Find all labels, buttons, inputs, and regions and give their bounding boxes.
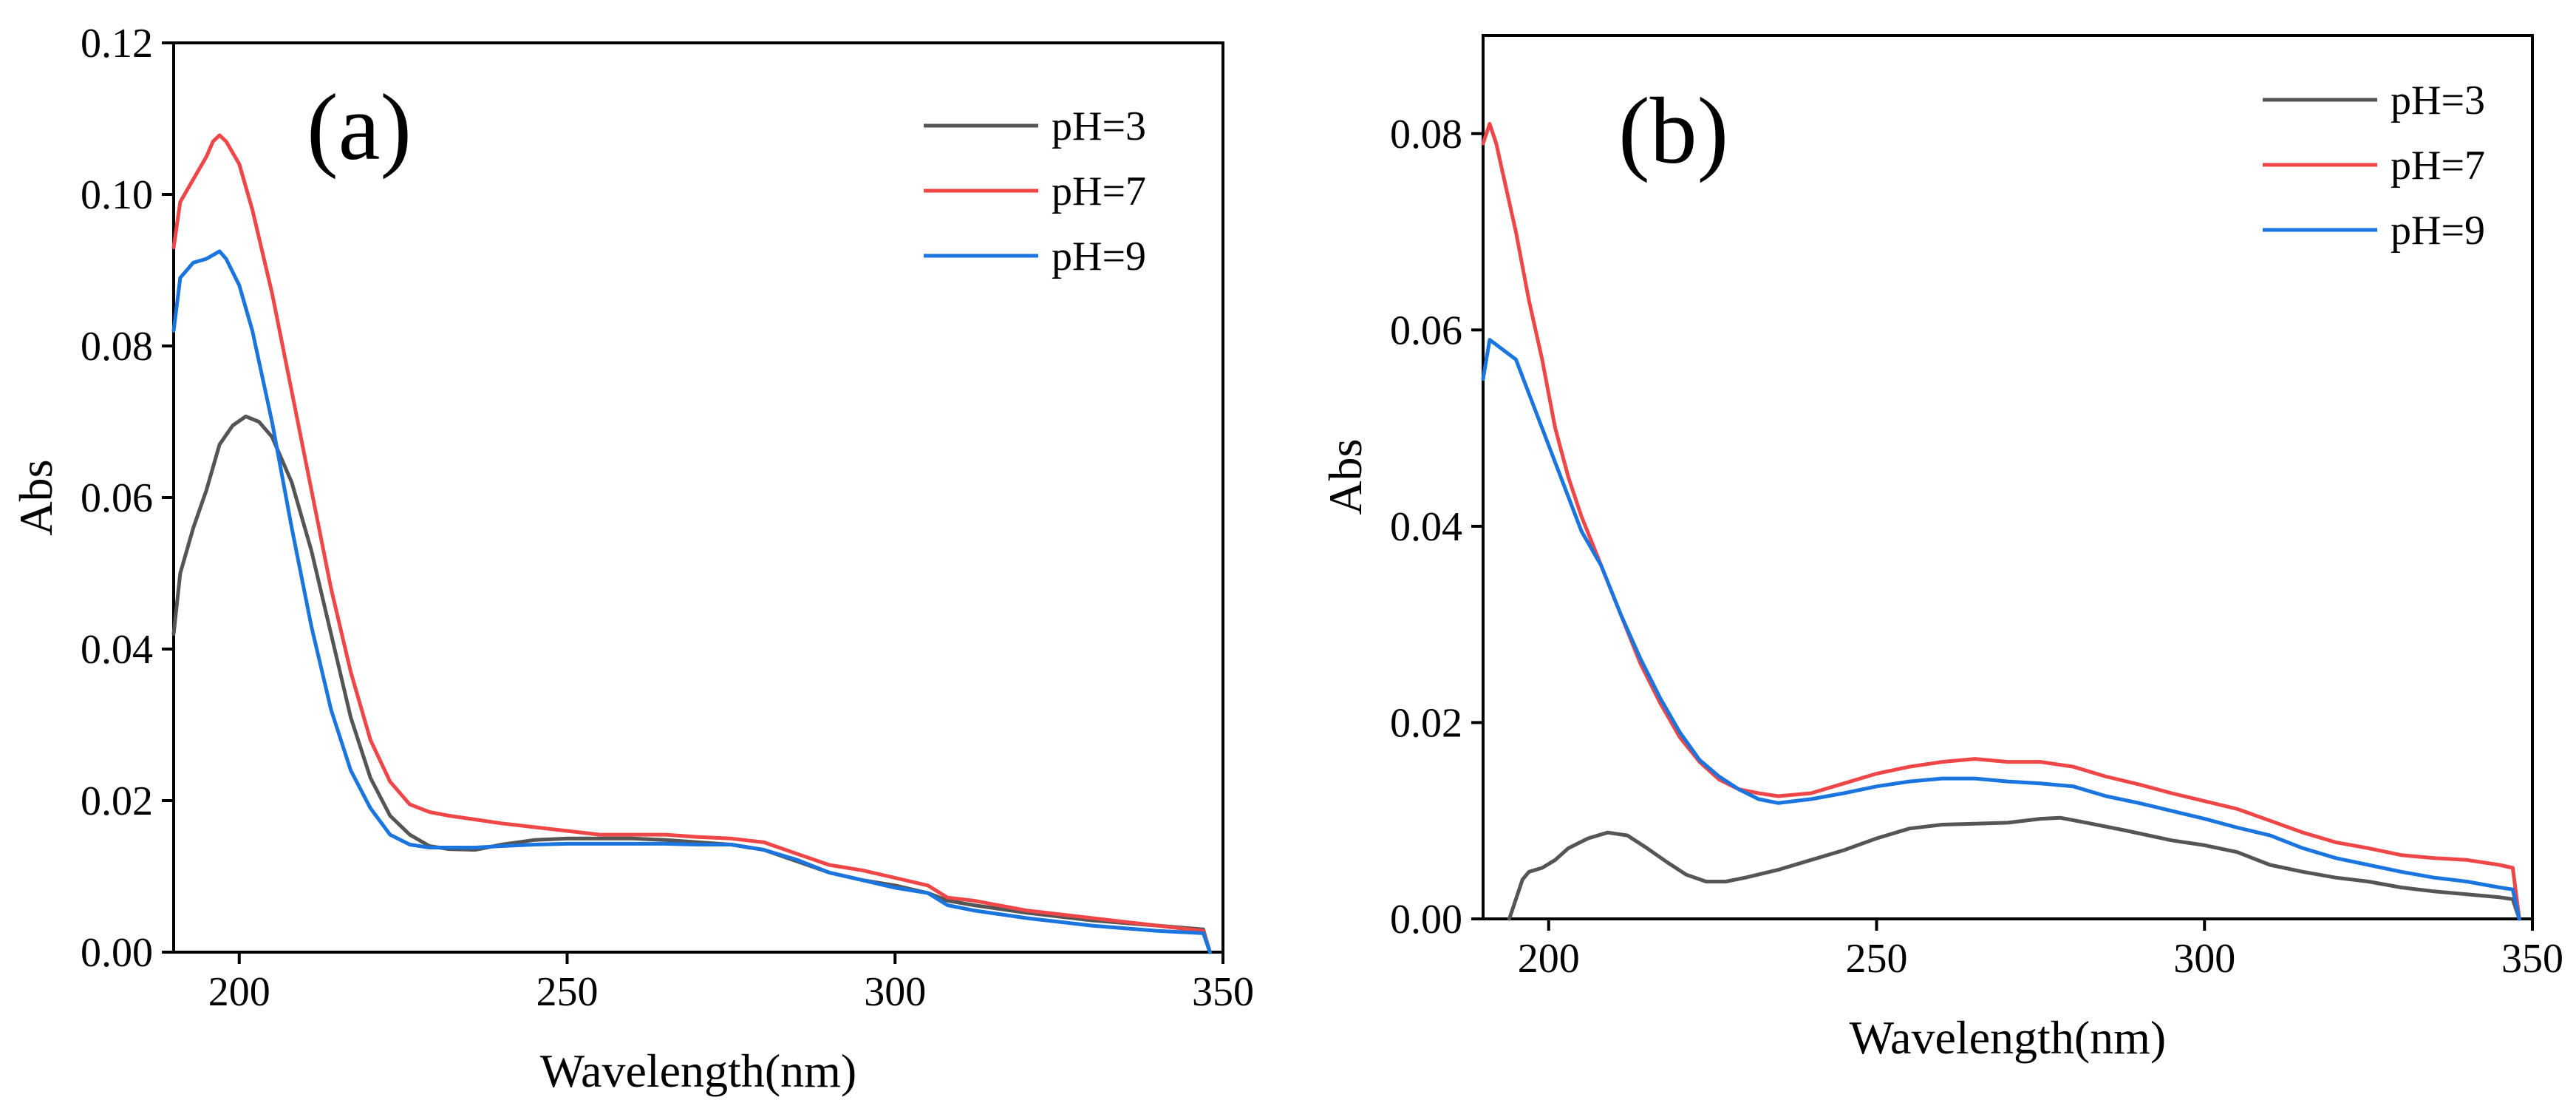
x-tick-label: 300 <box>864 969 926 1015</box>
y-axis-title: Abs <box>10 459 62 535</box>
series-line-pH=7 <box>1481 122 2521 921</box>
panel-b: 200 250 300 350 0.00 0.02 0.04 0.06 0.08 (b) Wav… <box>1319 34 2563 1064</box>
legend-label: pH=3 <box>2391 78 2485 123</box>
x-tick-label: 250 <box>536 969 599 1015</box>
legend: pH=3 pH=7 pH=9 <box>924 103 1146 279</box>
y-tick-label: 0.00 <box>81 930 153 976</box>
legend-label: pH=3 <box>1052 103 1146 149</box>
legend-label: pH=7 <box>1052 169 1146 214</box>
series-line-pH=7 <box>171 133 1212 954</box>
x-tick-label: 350 <box>1192 969 1254 1015</box>
series-line-pH=9 <box>1481 338 2521 921</box>
y-tick-label: 0.06 <box>1390 308 1462 353</box>
series-lines <box>1481 122 2521 921</box>
series-line-pH=3 <box>171 414 1212 954</box>
x-tick-label: 200 <box>208 969 270 1015</box>
y-tick-label: 0.04 <box>81 627 153 673</box>
panel-a: 200 250 300 350 0.00 0.02 0.04 0.06 0.08 0.10 0.12… <box>10 21 1254 1097</box>
series-lines <box>171 133 1212 954</box>
y-tick-label: 0.04 <box>1390 504 1462 550</box>
x-tick-label: 300 <box>2173 936 2235 982</box>
y-tick-label: 0.00 <box>1390 897 1462 943</box>
legend-label: pH=7 <box>2391 143 2485 189</box>
axis-ticks: 200 250 300 350 0.00 0.02 0.04 0.06 0.08 <box>1390 112 2563 982</box>
y-axis-title: Abs <box>1319 438 1372 515</box>
axis-ticks: 200 250 300 350 0.00 0.02 0.04 0.06 0.08 0.10 0.12 <box>81 21 1254 1015</box>
y-tick-label: 0.06 <box>81 475 153 521</box>
x-axis-title: Wavelength(nm) <box>540 1045 856 1097</box>
x-tick-label: 200 <box>1518 936 1580 982</box>
y-tick-label: 0.08 <box>81 324 153 370</box>
legend: pH=3 pH=7 pH=9 <box>2263 78 2485 254</box>
y-tick-label: 0.02 <box>81 778 153 824</box>
y-tick-label: 0.02 <box>1390 700 1462 746</box>
y-tick-label: 0.08 <box>1390 112 1462 157</box>
y-tick-label: 0.12 <box>81 21 153 67</box>
legend-label: pH=9 <box>2391 208 2485 254</box>
panel-label: (b) <box>1618 78 1728 183</box>
x-tick-label: 350 <box>2501 936 2563 982</box>
x-axis-title: Wavelength(nm) <box>1850 1011 2166 1064</box>
series-line-pH=9 <box>171 249 1212 954</box>
series-line-pH=3 <box>1507 815 2521 921</box>
y-tick-label: 0.10 <box>81 172 153 218</box>
x-tick-label: 250 <box>1846 936 1908 982</box>
legend-label: pH=9 <box>1052 234 1146 279</box>
panel-label: (a) <box>307 75 412 180</box>
plot-frame <box>1482 34 2534 920</box>
